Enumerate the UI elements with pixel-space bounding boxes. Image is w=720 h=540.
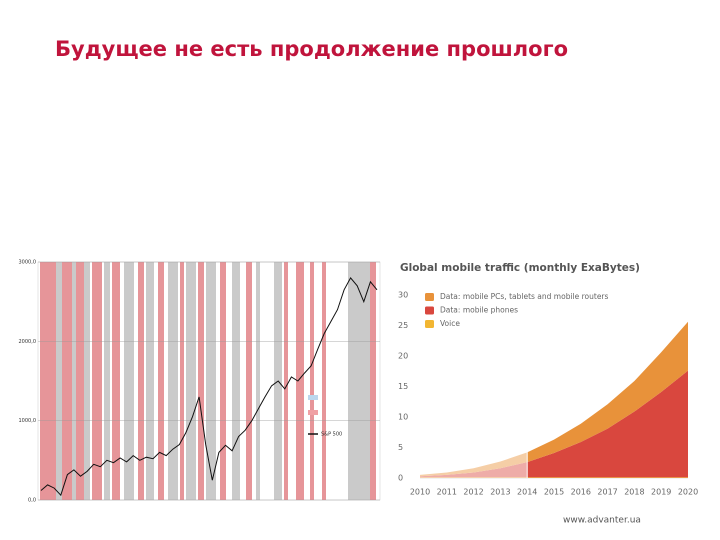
area-segment [420, 370, 688, 478]
period-band [232, 262, 240, 500]
x-tick-label: 2014 [517, 488, 537, 497]
period-band [76, 262, 84, 500]
price-line [40, 277, 378, 497]
legend-label: Data: mobile phones [440, 306, 518, 315]
y-tick-label: 20 [398, 352, 408, 361]
legend-swatch [308, 410, 318, 415]
period-band [322, 262, 326, 500]
x-tick-label: 2019 [651, 488, 671, 497]
period-band [284, 262, 288, 500]
legend-swatch [425, 320, 434, 328]
y-tick-label: 30 [398, 291, 408, 300]
forecast-fade [420, 285, 528, 478]
slide-title: Будущее не есть продолжение прошлого [55, 37, 568, 61]
y-tick-label: 25 [398, 321, 408, 330]
area-segment [420, 321, 688, 477]
y-tick-label: 0,0 [28, 498, 36, 504]
period-band [56, 262, 62, 500]
period-band [158, 262, 164, 500]
period-band [198, 262, 204, 500]
legend-swatch [425, 293, 434, 301]
y-tick-label: 10 [398, 413, 408, 422]
period-band [138, 262, 144, 500]
chart-title: Global mobile traffic (monthly ExaBytes) [400, 262, 640, 274]
legend-swatch [425, 306, 434, 315]
y-tick-label: 3000,0 [19, 260, 37, 266]
period-band [296, 262, 304, 500]
period-band [256, 262, 260, 500]
y-tick-label: 15 [398, 382, 408, 391]
period-band [84, 262, 90, 500]
period-band [146, 262, 154, 500]
x-tick-label: 2016 [571, 488, 591, 497]
y-tick-label: 0 [398, 474, 403, 483]
period-band [220, 262, 226, 500]
legend-swatch [308, 395, 318, 400]
x-tick-label: 2010 [410, 488, 430, 497]
period-band [72, 262, 76, 500]
x-tick-label: 2011 [437, 488, 457, 497]
legend-label: S&P 500 [321, 432, 342, 438]
x-tick-label: 2012 [463, 488, 483, 497]
period-band [124, 262, 134, 500]
x-tick-label: 2020 [678, 488, 698, 497]
period-band [186, 262, 196, 500]
y-tick-label: 1000,0 [19, 418, 37, 424]
period-band [104, 262, 110, 500]
x-tick-label: 2017 [597, 488, 617, 497]
y-tick-label: 2000,0 [19, 339, 37, 345]
footer-site: www.advanter.ua [563, 516, 641, 526]
period-band [92, 262, 102, 500]
period-band [310, 262, 314, 500]
period-band [180, 262, 184, 500]
legend-label: Data: mobile PCs, tablets and mobile rou… [440, 292, 609, 301]
x-tick-label: 2015 [544, 488, 564, 497]
period-band [370, 262, 376, 500]
x-tick-label: 2018 [624, 488, 644, 497]
period-band [348, 262, 370, 500]
legend-label: Voice [440, 319, 460, 328]
period-band [168, 262, 178, 500]
period-band [112, 262, 120, 500]
y-tick-label: 5 [398, 443, 403, 452]
period-band [40, 262, 56, 500]
x-tick-label: 2013 [490, 488, 510, 497]
period-band [62, 262, 72, 500]
period-band [246, 262, 252, 500]
period-band [206, 262, 216, 500]
